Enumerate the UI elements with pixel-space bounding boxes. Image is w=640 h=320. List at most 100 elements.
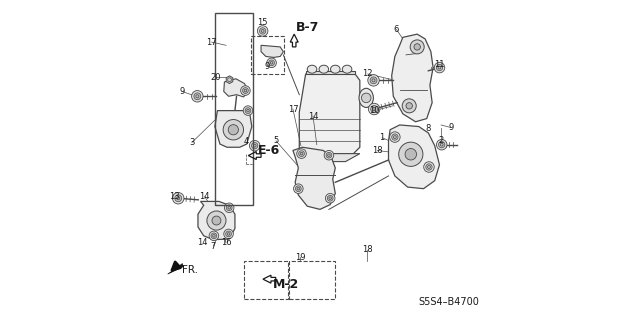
Text: 17: 17	[206, 38, 217, 47]
Circle shape	[175, 195, 182, 202]
Circle shape	[362, 93, 371, 103]
Circle shape	[399, 142, 423, 166]
Polygon shape	[224, 79, 248, 97]
Text: 12: 12	[362, 69, 373, 78]
Circle shape	[211, 233, 217, 239]
Text: 7: 7	[211, 242, 216, 251]
Circle shape	[297, 149, 307, 158]
Polygon shape	[215, 111, 252, 147]
Polygon shape	[293, 147, 335, 209]
Polygon shape	[300, 74, 360, 154]
Circle shape	[243, 106, 253, 116]
Circle shape	[225, 203, 234, 212]
Text: E-6: E-6	[258, 144, 280, 157]
Circle shape	[259, 28, 266, 34]
Circle shape	[410, 40, 424, 54]
Circle shape	[267, 58, 276, 68]
Circle shape	[228, 124, 239, 135]
Circle shape	[406, 103, 412, 109]
Text: M-2: M-2	[273, 278, 299, 292]
Text: 8: 8	[426, 124, 431, 132]
Circle shape	[173, 193, 184, 204]
Circle shape	[191, 91, 203, 102]
Circle shape	[243, 88, 248, 93]
Ellipse shape	[319, 65, 328, 73]
Polygon shape	[392, 34, 433, 122]
Circle shape	[390, 132, 400, 142]
Text: 9: 9	[265, 62, 270, 71]
Circle shape	[327, 196, 333, 201]
Text: 11: 11	[434, 60, 445, 69]
Text: 4: 4	[243, 137, 249, 146]
Circle shape	[224, 229, 234, 239]
Text: 3: 3	[189, 138, 195, 147]
Circle shape	[223, 120, 244, 140]
Circle shape	[369, 103, 380, 115]
Circle shape	[227, 205, 232, 211]
Bar	[244, 261, 287, 299]
Bar	[215, 13, 253, 204]
Circle shape	[245, 108, 251, 114]
Circle shape	[371, 106, 378, 112]
Circle shape	[326, 152, 332, 158]
Circle shape	[436, 140, 447, 150]
Circle shape	[324, 150, 333, 160]
Text: S5S4–B4700: S5S4–B4700	[419, 297, 479, 307]
Polygon shape	[226, 76, 233, 84]
Circle shape	[194, 93, 201, 100]
Text: 14: 14	[200, 192, 210, 201]
Circle shape	[370, 77, 377, 84]
Ellipse shape	[342, 65, 352, 73]
Polygon shape	[168, 264, 183, 274]
Ellipse shape	[307, 65, 317, 73]
Text: 13: 13	[169, 192, 180, 201]
Circle shape	[424, 162, 434, 172]
Circle shape	[209, 231, 219, 241]
Circle shape	[414, 44, 420, 50]
Polygon shape	[306, 71, 355, 74]
Text: 9: 9	[180, 87, 185, 96]
Circle shape	[294, 184, 303, 194]
Text: 5: 5	[273, 136, 278, 145]
Polygon shape	[198, 201, 235, 240]
Text: 9: 9	[448, 123, 453, 132]
Text: 20: 20	[211, 73, 221, 82]
Text: 18: 18	[372, 146, 383, 155]
Circle shape	[405, 148, 417, 160]
Circle shape	[402, 99, 416, 113]
Circle shape	[252, 142, 258, 149]
Circle shape	[241, 86, 250, 95]
Polygon shape	[261, 45, 284, 57]
Text: 2: 2	[438, 136, 444, 145]
Text: 10: 10	[369, 106, 380, 115]
Text: FR.: FR.	[182, 265, 198, 275]
Ellipse shape	[359, 88, 373, 108]
Text: 1: 1	[380, 133, 385, 142]
Text: B-7: B-7	[296, 21, 319, 34]
Text: 18: 18	[362, 245, 372, 254]
Text: 6: 6	[394, 25, 399, 34]
Circle shape	[299, 151, 305, 156]
Circle shape	[250, 140, 260, 151]
Bar	[289, 261, 335, 299]
Text: 17: 17	[287, 105, 298, 114]
Bar	[251, 36, 284, 74]
Circle shape	[426, 164, 432, 170]
Circle shape	[392, 134, 398, 140]
Circle shape	[368, 75, 380, 86]
Text: 15: 15	[257, 18, 268, 27]
Text: 14: 14	[197, 238, 207, 247]
Circle shape	[325, 194, 335, 203]
Circle shape	[226, 231, 232, 237]
Polygon shape	[300, 154, 360, 162]
Text: 14: 14	[308, 112, 318, 121]
Circle shape	[436, 64, 443, 71]
Circle shape	[296, 186, 301, 192]
Circle shape	[257, 26, 268, 36]
Circle shape	[269, 60, 275, 66]
Ellipse shape	[330, 65, 340, 73]
Circle shape	[212, 216, 221, 225]
Circle shape	[207, 211, 226, 230]
Circle shape	[434, 62, 445, 73]
Circle shape	[438, 141, 445, 148]
